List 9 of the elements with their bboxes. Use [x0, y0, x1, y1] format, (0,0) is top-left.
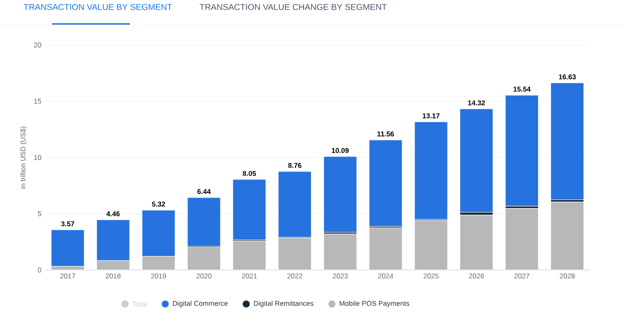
bar [505, 94, 539, 206]
bar [460, 108, 494, 213]
bar [460, 214, 494, 270]
bar [50, 230, 84, 267]
bar [550, 82, 584, 200]
chart-subtitle: TRANSACTION VALUE CHANGE BY SEGMENT [200, 4, 387, 10]
chart-title: TRANSACTION VALUE BY SEGMENT [24, 4, 172, 10]
bar [550, 202, 584, 270]
bar [505, 208, 539, 270]
